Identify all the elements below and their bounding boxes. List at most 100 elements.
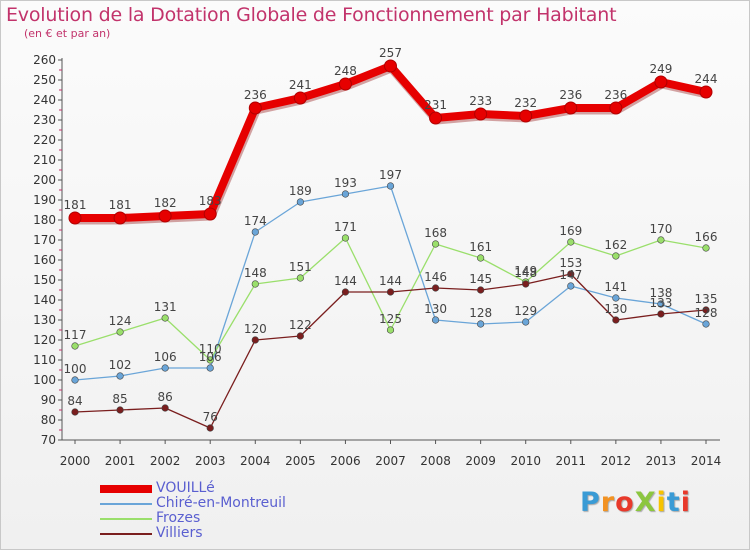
data-label: 130 xyxy=(604,302,627,316)
data-label: 122 xyxy=(289,318,312,332)
data-point xyxy=(203,207,217,221)
data-point xyxy=(251,280,259,288)
data-label: 102 xyxy=(109,358,132,372)
data-label: 138 xyxy=(649,286,672,300)
x-tick-label: 2014 xyxy=(691,454,722,468)
data-label: 148 xyxy=(514,266,537,280)
chart-title: Evolution de la Dotation Globale de Fonc… xyxy=(6,4,617,26)
y-tick-label: 260 xyxy=(33,53,56,67)
x-tick-label: 2011 xyxy=(556,454,587,468)
legend-swatch xyxy=(100,533,152,535)
y-tick-label: 240 xyxy=(33,93,56,107)
x-tick-label: 2005 xyxy=(285,454,316,468)
proxiti-logo: ProXiti xyxy=(580,487,691,518)
data-point xyxy=(251,336,259,344)
data-point xyxy=(612,294,620,302)
data-point xyxy=(386,182,395,190)
data-label: 257 xyxy=(379,46,402,60)
y-tick-label: 110 xyxy=(33,353,56,367)
data-point xyxy=(116,406,124,414)
data-point xyxy=(71,342,79,350)
legend-label: Chiré-en-Montreuil xyxy=(156,495,286,511)
logo-letter: X xyxy=(634,487,657,518)
data-label: 236 xyxy=(559,88,582,102)
logo-letter: P xyxy=(580,487,601,518)
data-point xyxy=(429,111,443,125)
data-point xyxy=(341,288,350,296)
data-point xyxy=(341,234,350,242)
data-label: 171 xyxy=(334,220,357,234)
legend-swatch xyxy=(100,485,152,493)
data-label: 129 xyxy=(514,304,537,318)
data-label: 124 xyxy=(109,314,132,328)
y-tick-label: 200 xyxy=(33,173,56,187)
data-label: 130 xyxy=(424,302,447,316)
data-label: 236 xyxy=(604,88,627,102)
data-label: 141 xyxy=(604,280,627,294)
data-point xyxy=(206,356,214,364)
logo-letter: i xyxy=(656,487,667,518)
data-point xyxy=(293,91,307,105)
data-point xyxy=(161,364,169,372)
data-point xyxy=(384,59,397,73)
data-point xyxy=(702,244,710,252)
y-tick-label: 160 xyxy=(33,253,56,267)
data-point xyxy=(567,270,575,278)
data-point xyxy=(522,280,530,288)
data-label: 86 xyxy=(158,390,173,404)
data-point xyxy=(161,314,169,322)
y-tick-label: 230 xyxy=(33,113,56,127)
data-label: 146 xyxy=(424,270,447,284)
data-label: 120 xyxy=(244,322,267,336)
data-point xyxy=(702,306,710,314)
legend-label: Frozes xyxy=(156,510,201,526)
data-label: 241 xyxy=(289,78,312,92)
legend-label: Villiers xyxy=(156,525,203,541)
data-label: 233 xyxy=(469,94,492,108)
data-label: 106 xyxy=(199,350,222,364)
data-point xyxy=(474,107,488,121)
data-point xyxy=(161,404,169,412)
data-label: 182 xyxy=(154,196,177,210)
data-label: 166 xyxy=(695,230,718,244)
data-label: 133 xyxy=(649,296,672,310)
data-label: 85 xyxy=(112,392,127,406)
chart-subtitle: (en € et par an) xyxy=(24,27,111,40)
data-label: 231 xyxy=(424,98,447,112)
data-point xyxy=(431,284,440,292)
data-point xyxy=(702,320,710,328)
data-label: 183 xyxy=(199,194,222,208)
data-point xyxy=(477,320,485,328)
data-point xyxy=(477,254,485,262)
y-tick-label: 170 xyxy=(33,233,56,247)
logo-letter: i xyxy=(680,487,691,518)
data-point xyxy=(296,198,304,206)
data-label: 100 xyxy=(64,362,87,376)
data-label: 144 xyxy=(334,274,357,288)
data-label: 232 xyxy=(514,96,537,110)
data-point xyxy=(431,316,440,324)
x-tick-label: 2003 xyxy=(195,454,226,468)
data-label: 76 xyxy=(203,410,218,424)
data-point xyxy=(612,252,620,260)
data-point xyxy=(567,238,575,246)
y-tick-label: 140 xyxy=(33,293,56,307)
data-point xyxy=(612,316,620,324)
data-label: 128 xyxy=(469,306,492,320)
data-point xyxy=(206,364,214,372)
data-label: 148 xyxy=(244,266,267,280)
legend-label: VOUILLé xyxy=(156,480,215,496)
data-label: 128 xyxy=(695,306,718,320)
data-label: 149 xyxy=(514,264,537,278)
axes: 7080901001101201301401501601701801902002… xyxy=(33,53,721,468)
data-label: 151 xyxy=(289,260,312,274)
y-tick-label: 70 xyxy=(41,433,56,447)
data-point xyxy=(248,101,262,115)
data-point xyxy=(341,190,350,198)
data-label: 249 xyxy=(649,62,672,76)
logo-letter: r xyxy=(600,487,616,518)
data-point xyxy=(699,85,713,99)
data-label: 125 xyxy=(379,312,402,326)
data-point xyxy=(657,300,665,308)
data-point xyxy=(116,328,124,336)
